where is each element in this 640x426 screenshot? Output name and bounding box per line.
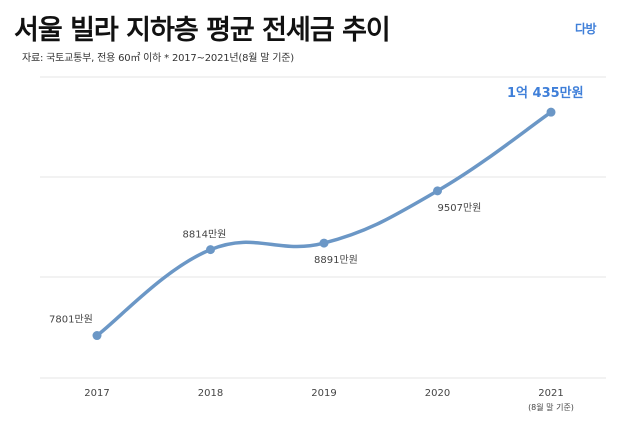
- data-label-2020: 9507만원: [438, 202, 482, 214]
- data-point-2020: [433, 186, 442, 196]
- data-point-2019: [319, 238, 329, 248]
- brand-logo: 다방: [575, 22, 597, 36]
- data-label-2021: 1억 435만원: [507, 85, 584, 101]
- x-axis-ticks: 2017 2018 2019 2020 2021 (8월 말 기준): [84, 388, 574, 412]
- data-points: [92, 107, 556, 341]
- x-tick-2017: 2017: [84, 388, 109, 399]
- data-point-2018: [206, 245, 215, 255]
- series-line: [95, 110, 553, 338]
- x-tick-2021: 2021: [538, 388, 563, 399]
- grid-lines: [40, 76, 606, 379]
- x-tick-2020: 2020: [425, 388, 450, 399]
- data-point-2017: [92, 331, 102, 341]
- data-label-2018: 8814만원: [183, 229, 227, 241]
- data-label-2019: 8891만원: [314, 254, 358, 266]
- data-label-2017: 7801만원: [49, 314, 93, 326]
- chart-title: 서울 빌라 지하층 평균 전세금 추이: [14, 15, 391, 46]
- x-tick-2019: 2019: [311, 388, 336, 399]
- data-point-2021: [546, 107, 556, 117]
- chart-source-note: 자료: 국토교통부, 전용 60㎡ 이하 * 2017~2021년(8월 말 기…: [22, 53, 294, 64]
- x-tick-2018: 2018: [198, 388, 223, 399]
- data-labels: 7801만원 8814만원 8891만원 9507만원 1억 435만원: [49, 85, 584, 325]
- x-tick-sublabel-2021: (8월 말 기준): [528, 402, 574, 412]
